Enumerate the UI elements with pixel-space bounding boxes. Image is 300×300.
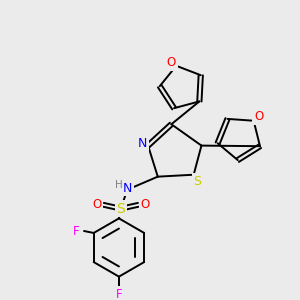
Text: O: O xyxy=(167,56,176,69)
Text: F: F xyxy=(73,224,80,238)
Text: F: F xyxy=(116,288,122,300)
Text: O: O xyxy=(92,198,101,211)
Text: N: N xyxy=(123,182,132,195)
Text: S: S xyxy=(116,202,125,216)
Text: O: O xyxy=(254,110,263,123)
Text: N: N xyxy=(137,137,147,150)
Text: O: O xyxy=(140,198,150,211)
Text: S: S xyxy=(194,175,202,188)
Text: H: H xyxy=(115,180,123,190)
